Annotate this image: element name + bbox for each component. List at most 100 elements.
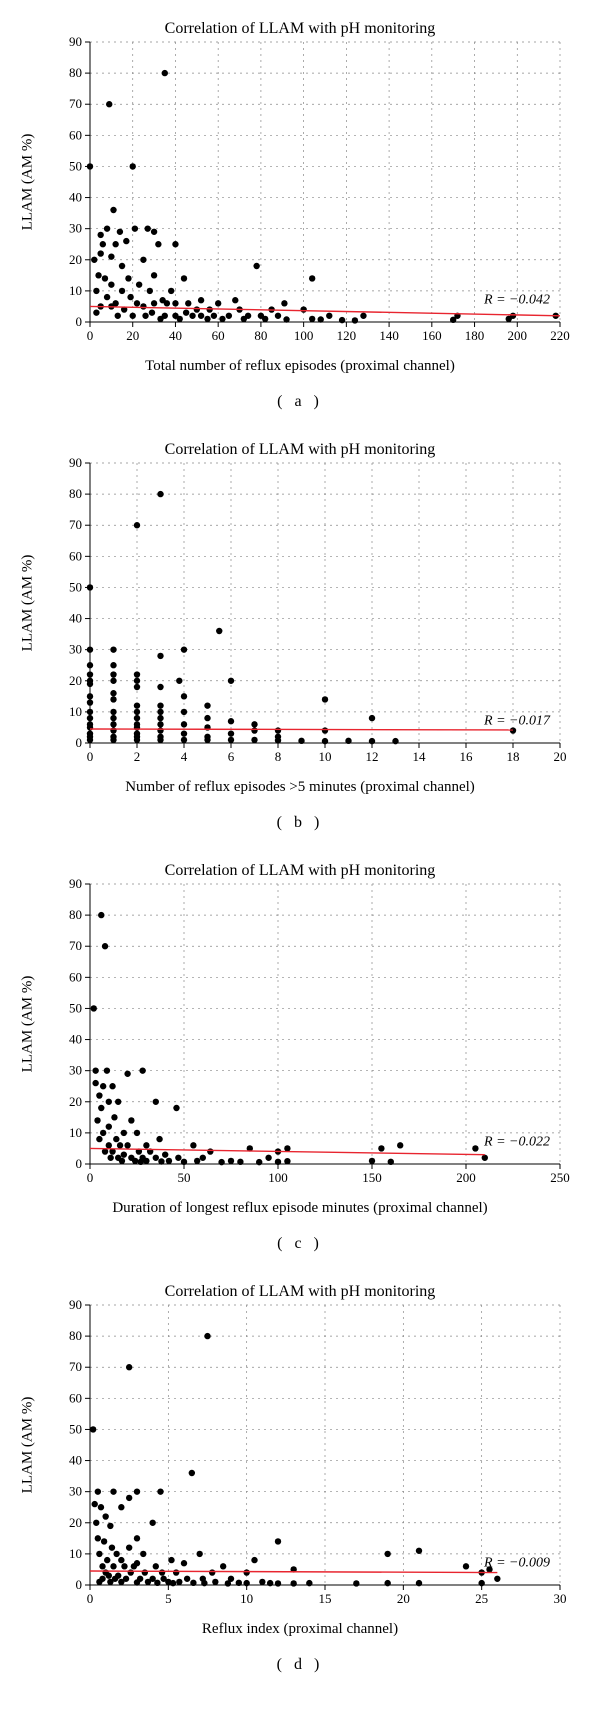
data-point [134,1560,140,1566]
data-point [176,678,182,684]
data-point [369,715,375,721]
y-tick-label: 80 [69,907,82,922]
data-point [157,737,163,743]
x-tick-label: 10 [240,1591,253,1606]
data-point [157,491,163,497]
data-point [95,1488,101,1494]
data-point [134,1535,140,1541]
data-point [177,316,183,322]
data-point [143,1142,149,1148]
x-tick-label: 160 [422,328,442,343]
y-tick-label: 0 [76,1156,83,1171]
data-point [106,101,112,107]
data-point [110,696,116,702]
plot-area: 010203040506070809002468101214161820R = … [90,463,560,743]
data-point [157,727,163,733]
data-point [339,317,345,323]
data-point [157,1488,163,1494]
data-point [157,653,163,659]
x-tick-label: 180 [465,328,485,343]
data-point [134,671,140,677]
data-point [140,303,146,309]
data-point [110,646,116,652]
data-point [219,316,225,322]
chart-title: Correlation of LLAM with pH monitoring [20,20,580,38]
data-point [153,1099,159,1105]
data-point [181,709,187,715]
panel-letter: ( c ) [20,1235,580,1253]
data-point [134,684,140,690]
x-tick-label: 8 [275,749,282,764]
data-point [149,1520,155,1526]
regression-line [90,1571,497,1573]
x-tick-label: 10 [319,749,332,764]
data-point [388,1159,394,1165]
data-point [102,943,108,949]
y-tick-label: 50 [69,579,82,594]
data-point [204,1333,210,1339]
data-point [94,1117,100,1123]
y-tick-label: 20 [69,673,82,688]
x-tick-label: 150 [362,1170,382,1185]
data-point [134,737,140,743]
y-tick-label: 60 [69,1390,82,1405]
data-point [309,275,315,281]
data-point [124,1071,130,1077]
x-tick-label: 20 [126,328,139,343]
data-point [185,300,191,306]
data-point [134,678,140,684]
data-point [100,241,106,247]
chart-title: Correlation of LLAM with pH monitoring [20,862,580,880]
data-point [220,1563,226,1569]
regression-line [90,729,513,730]
data-point [259,1579,265,1585]
r-value-label: R = −0.042 [483,292,550,307]
data-point [201,1580,207,1586]
data-point [121,1151,127,1157]
data-point [378,1145,384,1151]
data-point [110,662,116,668]
x-tick-label: 25 [475,1591,488,1606]
data-point [181,646,187,652]
data-point [101,1538,107,1544]
data-point [119,288,125,294]
y-tick-label: 40 [69,1453,82,1468]
y-tick-label: 40 [69,1032,82,1047]
y-tick-label: 20 [69,1515,82,1530]
plot-area: 0102030405060708090050100150200250R = −0… [90,884,560,1164]
y-tick-label: 10 [69,283,82,298]
data-point [110,690,116,696]
data-point [369,1158,375,1164]
y-tick-label: 70 [69,1359,82,1374]
data-point [92,1067,98,1073]
data-point [173,1569,179,1575]
data-point [93,1520,99,1526]
data-point [189,313,195,319]
data-point [162,313,168,319]
data-point [265,1155,271,1161]
data-point [108,253,114,259]
data-point [87,163,93,169]
data-point [251,721,257,727]
r-value-label: R = −0.009 [483,1555,550,1570]
data-point [237,1159,243,1165]
data-point [87,715,93,721]
x-tick-label: 18 [507,749,520,764]
data-point [164,300,170,306]
x-tick-label: 15 [319,1591,332,1606]
y-tick-label: 90 [69,455,82,470]
data-point [384,1580,390,1586]
data-point [119,263,125,269]
data-point [121,1130,127,1136]
y-tick-label: 60 [69,127,82,142]
data-point [142,1569,148,1575]
data-point [369,738,375,744]
data-point [134,709,140,715]
data-point [168,1557,174,1563]
data-point [198,313,204,319]
data-point [173,1105,179,1111]
data-point [90,1426,96,1432]
x-tick-label: 200 [456,1170,476,1185]
scatter-svg: 0102030405060708090051015202530R = −0.00… [90,1305,580,1615]
data-point [175,1155,181,1161]
